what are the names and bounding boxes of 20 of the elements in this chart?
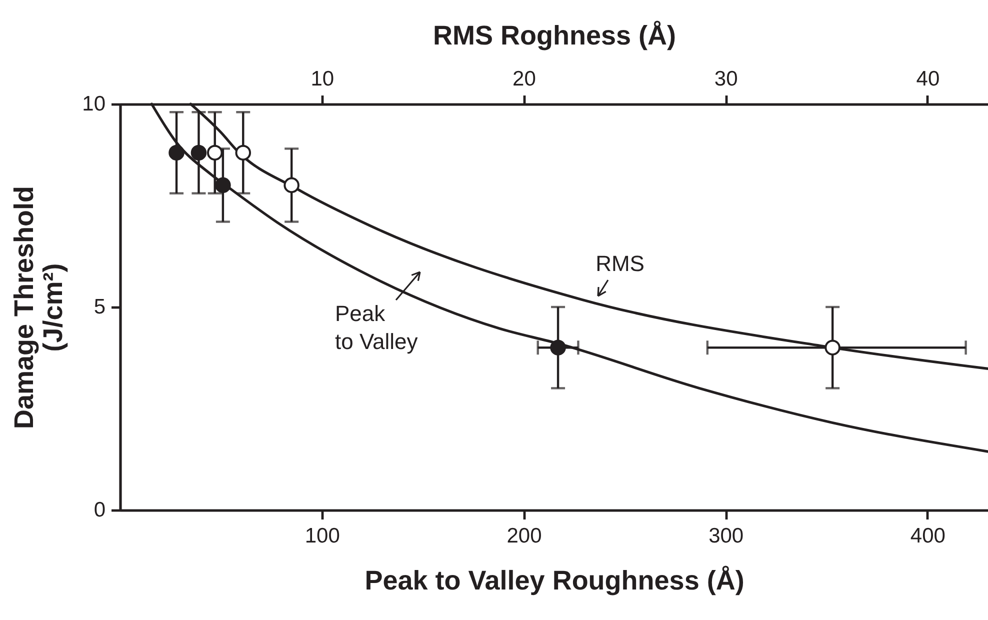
x2-tick-label: 10 (310, 68, 334, 90)
point (550, 340, 566, 356)
x2-tick-label: 40 (916, 68, 940, 90)
annotation: Peak to Valley (335, 301, 418, 354)
y-tick-label: 0 (94, 498, 106, 522)
annotation: RMS (596, 251, 644, 276)
x-tick-label: 400 (910, 524, 946, 548)
x2-tick-label: 30 (714, 68, 738, 90)
x-axis-title: Peak to Valley Roughness (Å) (364, 566, 744, 596)
y-axis-title: Damage Threshold (J/cm²) (9, 186, 68, 430)
point (215, 177, 231, 194)
x-tick-label: 300 (708, 524, 744, 548)
x-tick-label: 100 (304, 524, 340, 548)
point (168, 144, 184, 161)
x-tick-label: 200 (506, 524, 542, 548)
y-tick-label: 10 (82, 92, 106, 116)
y-tick-label: 5 (94, 296, 106, 318)
point (190, 144, 207, 161)
x2-tick-label: 20 (512, 68, 536, 90)
x2-axis-title: RMS Roghness (Å) (433, 20, 676, 50)
